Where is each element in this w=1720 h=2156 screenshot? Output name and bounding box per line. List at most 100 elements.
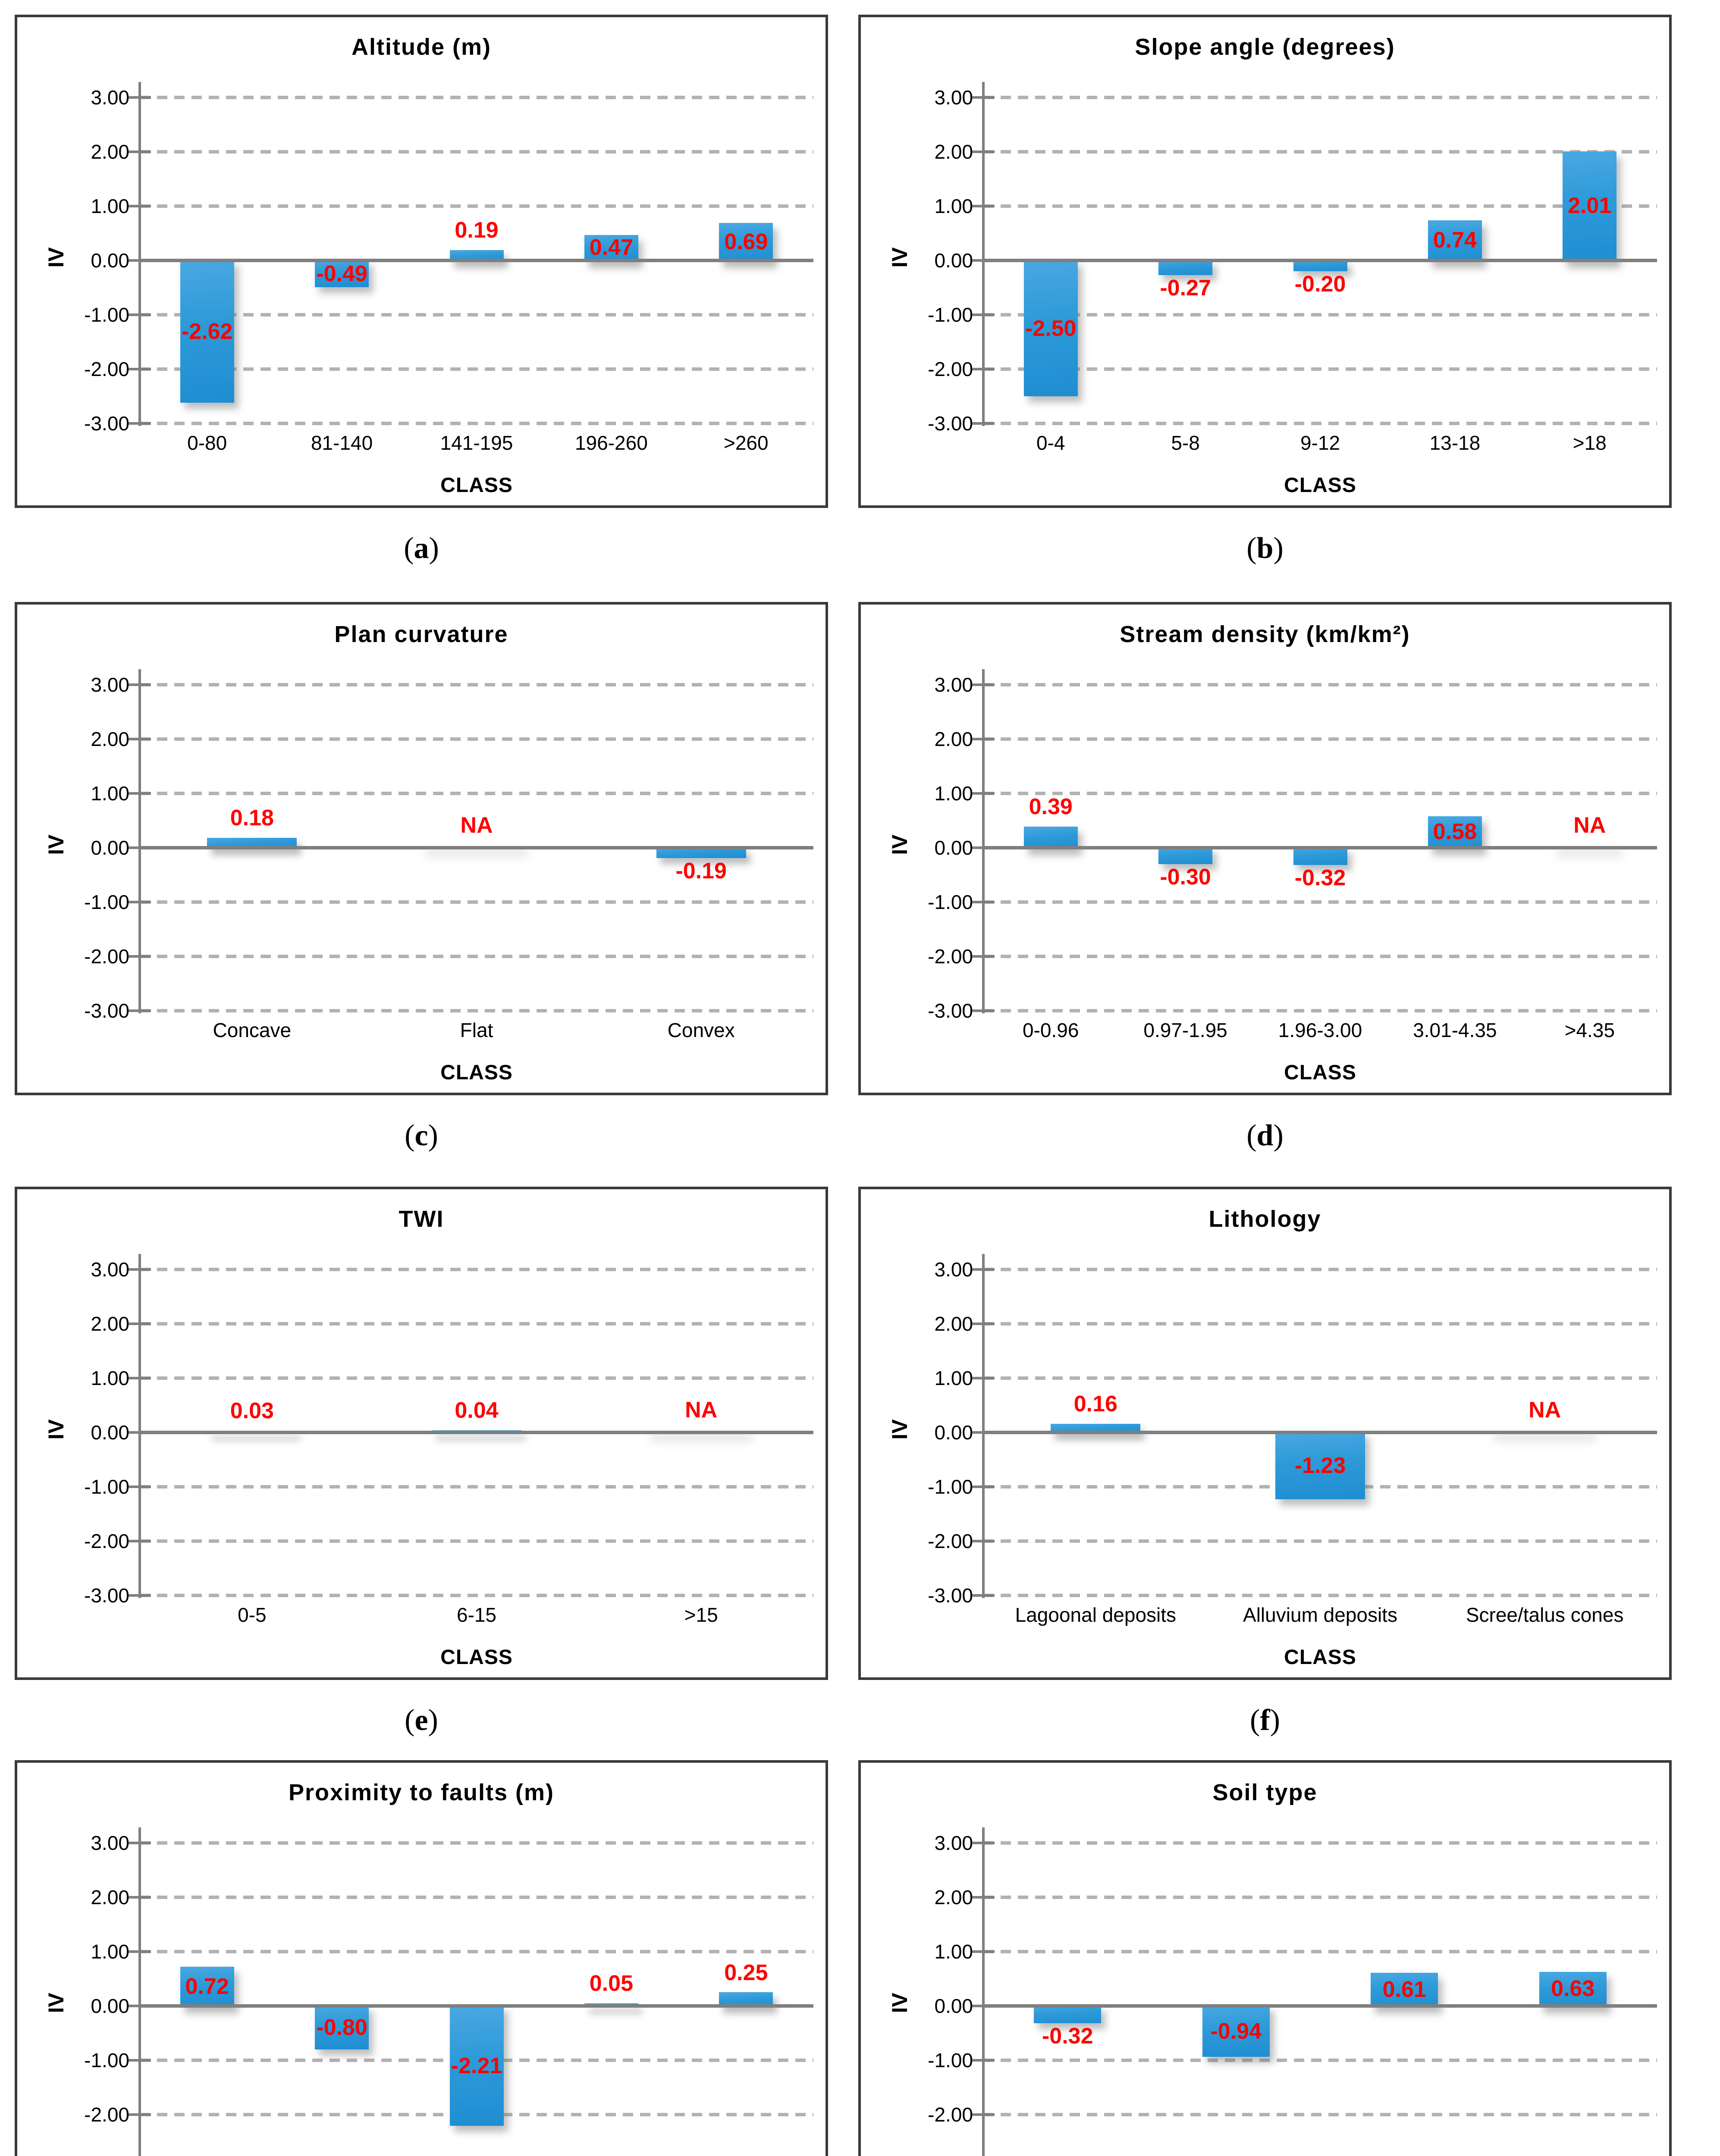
chart-title: Stream density (km/km²) xyxy=(1120,621,1410,647)
gridline xyxy=(140,1485,813,1489)
x-axis-title: CLASS xyxy=(1284,1061,1356,1084)
y-tick-label: 0.00 xyxy=(934,1995,973,2017)
y-tick-label: 2.00 xyxy=(91,141,129,163)
chart-panel-d: Stream density (km/km²) IV 3.00 2.00 1.00 0.0… xyxy=(858,602,1672,1095)
y-tick-mark xyxy=(972,150,995,153)
gridline xyxy=(983,1322,1657,1326)
gridline xyxy=(983,204,1657,208)
bar-value-label: 0.61 xyxy=(1382,1977,1426,2002)
y-tick-mark xyxy=(129,1594,151,1597)
bar-value-label: -0.32 xyxy=(1042,2024,1093,2049)
y-tick-mark xyxy=(129,368,151,370)
y-tick-label: -1.00 xyxy=(928,2049,973,2071)
y-tick-label: 0.00 xyxy=(91,1421,129,1444)
bar xyxy=(584,235,638,262)
y-tick-mark xyxy=(972,313,995,316)
gridline xyxy=(140,313,813,317)
y-tick-label: -2.00 xyxy=(928,1530,973,1552)
y-tick-mark xyxy=(129,1268,151,1271)
y-tick-mark xyxy=(972,2113,995,2116)
gridline xyxy=(983,792,1657,795)
bar-value-label: -2.21 xyxy=(451,2053,502,2079)
caption-text: f xyxy=(1260,1704,1270,1737)
bar-value-label: -0.27 xyxy=(1160,276,1211,301)
y-tick-label: 1.00 xyxy=(934,1367,973,1389)
y-tick-mark xyxy=(129,1322,151,1325)
x-tick-label: >4.35 xyxy=(1564,1019,1615,1041)
y-tick-label: 1.00 xyxy=(91,195,129,217)
bar xyxy=(719,223,773,262)
gridline xyxy=(140,204,813,208)
chart-title: Lithology xyxy=(1208,1206,1321,1232)
bar-value-label: -0.94 xyxy=(1210,2019,1262,2044)
bar-value-label: -2.62 xyxy=(181,319,233,345)
bar-value-label: NA xyxy=(685,1398,718,1423)
y-tick-label: -3.00 xyxy=(928,1584,973,1607)
x-tick-label: 0-0.96 xyxy=(1022,1019,1079,1041)
gridline xyxy=(140,1950,813,1953)
bar xyxy=(1202,2005,1270,2057)
y-axis-line xyxy=(982,1827,985,2156)
y-tick-mark xyxy=(972,683,995,686)
y-tick-label: 0.00 xyxy=(934,249,973,272)
x-tick-label: 81-140 xyxy=(311,432,373,454)
y-tick-label: 2.00 xyxy=(91,1886,129,1908)
gridline xyxy=(140,1009,813,1012)
x-tick-label: 141-195 xyxy=(440,432,513,454)
y-tick-mark xyxy=(129,901,151,903)
x-tick-label: >15 xyxy=(684,1604,718,1626)
bar-value-label: 0.47 xyxy=(589,235,633,260)
y-tick-label: -2.00 xyxy=(84,358,129,380)
y-tick-label: 1.00 xyxy=(934,195,973,217)
x-tick-label: Alluvium deposits xyxy=(1243,1604,1397,1626)
zero-axis-line xyxy=(983,259,1657,262)
caption-text: ( xyxy=(405,1704,415,1737)
x-axis-title: CLASS xyxy=(1284,1646,1356,1669)
gridline xyxy=(140,96,813,99)
chart-title: Plan curvature xyxy=(334,621,508,647)
bar-value-label: 0.04 xyxy=(455,1398,499,1423)
y-tick-mark xyxy=(129,205,151,207)
caption-text: ) xyxy=(1273,1119,1284,1152)
y-tick-label: 2.00 xyxy=(91,728,129,750)
bar xyxy=(1034,2005,1102,2023)
chart-panel-b: Slope angle (degrees) IV 3.00 2.00 1.00 0.00-… xyxy=(858,15,1672,508)
y-tick-label: -3.00 xyxy=(84,1000,129,1022)
y-tick-label: 0.00 xyxy=(91,249,129,272)
y-tick-label: -3.00 xyxy=(84,412,129,435)
bar-value-label: 0.63 xyxy=(1551,1976,1595,2002)
bar xyxy=(1428,816,1482,849)
y-tick-mark xyxy=(129,1540,151,1542)
y-tick-mark xyxy=(972,96,995,99)
bar-value-label: 2.01 xyxy=(1568,193,1612,219)
gridline xyxy=(140,367,813,371)
bar xyxy=(1371,1973,1438,2008)
y-tick-label: 2.00 xyxy=(91,1313,129,1335)
caption-text: ) xyxy=(1270,1704,1280,1737)
gridline xyxy=(983,2113,1657,2116)
bar-value-label: 0.25 xyxy=(724,1960,768,1985)
y-tick-mark xyxy=(972,738,995,740)
zero-axis-line xyxy=(140,2004,813,2008)
na-bar-shadow xyxy=(425,849,528,863)
y-tick-label: -3.00 xyxy=(928,412,973,435)
y-tick-mark xyxy=(972,1485,995,1488)
y-tick-label: 2.00 xyxy=(934,1886,973,1908)
y-tick-mark xyxy=(129,96,151,99)
y-tick-mark xyxy=(129,1842,151,1844)
x-tick-label: 3.01-4.35 xyxy=(1413,1019,1497,1041)
y-tick-label: 3.00 xyxy=(934,1258,973,1281)
caption-text: ) xyxy=(428,1119,438,1152)
y-tick-label: 0.00 xyxy=(934,837,973,859)
y-tick-mark xyxy=(972,955,995,958)
y-tick-label: -1.00 xyxy=(84,891,129,913)
y-tick-label: -2.00 xyxy=(84,1530,129,1552)
x-tick-label: Concave xyxy=(213,1019,292,1041)
na-bar-shadow xyxy=(650,1434,753,1448)
y-tick-mark xyxy=(972,368,995,370)
bar-value-label: -2.50 xyxy=(1025,316,1077,341)
y-tick-mark xyxy=(972,1540,995,1542)
zero-axis-line xyxy=(983,1431,1657,1434)
gridline xyxy=(983,422,1657,425)
